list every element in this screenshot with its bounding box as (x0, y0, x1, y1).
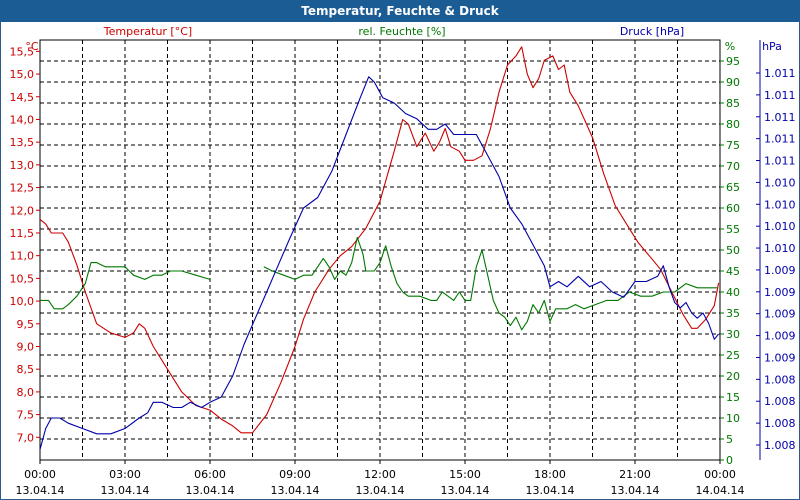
humidity-series-line (40, 262, 211, 310)
humidity-tick-label: 5 (726, 433, 733, 446)
pressure-tick-label: 1.008 (764, 439, 796, 452)
pressure-tick-label: 1.009 (764, 330, 796, 343)
pressure-tick-label: 1.011 (764, 155, 796, 168)
temperature-tick-label: 14,0 (10, 113, 35, 126)
x-tick-date-label: 13.04.14 (611, 484, 660, 497)
temperature-axis-ticks: 7,0 7,5 8,0 8,5 9,0 9,5 10,0 10,5 11,0 11,5 12,0 12… (10, 45, 40, 444)
humidity-tick-label: 60 (726, 202, 740, 215)
temperature-tick-label: 8,5 (17, 363, 35, 376)
temperature-axis-label: Temperatur [°C] (103, 25, 192, 38)
x-tick-date-label: 14.04.14 (696, 484, 745, 497)
humidity-tick-label: 15 (726, 391, 740, 404)
pressure-tick-label: 1.009 (764, 264, 796, 277)
temperature-tick-label: 13,5 (10, 136, 35, 149)
humidity-tick-label: 40 (726, 286, 740, 299)
temperature-tick-label: 15,0 (10, 68, 35, 81)
pressure-axis-ticks: 1.008 1.008 1.008 1.008 1.009 1.009 1.009 1.009… (756, 40, 796, 460)
humidity-unit-label: % (725, 40, 735, 53)
pressure-tick-label: 1.011 (764, 89, 796, 102)
pressure-tick-label: 1.008 (764, 373, 796, 386)
temperature-tick-label: 14,5 (10, 91, 35, 104)
pressure-tick-label: 1.010 (764, 242, 796, 255)
axis-labels: °C Temperatur [°C] rel. Feuchte [%] Druck [… (25, 25, 782, 53)
temperature-tick-label: 11,5 (10, 227, 35, 240)
temperature-tick-label: 13,0 (10, 159, 35, 172)
series-layer (39, 46, 720, 450)
humidity-tick-label: 0 (726, 454, 733, 467)
temperature-series-line (39, 46, 720, 434)
humidity-tick-label: 55 (726, 223, 740, 236)
x-tick-time-label: 21:00 (619, 468, 651, 481)
pressure-tick-label: 1.011 (764, 133, 796, 146)
temperature-tick-label: 12,5 (10, 182, 35, 195)
pressure-tick-label: 1.009 (764, 308, 796, 321)
temperature-tick-label: 11,0 (10, 250, 35, 263)
x-tick-date-label: 13.04.14 (271, 484, 320, 497)
temperature-tick-label: 15,5 (10, 45, 35, 58)
humidity-tick-label: 85 (726, 97, 740, 110)
humidity-series-line (263, 236, 718, 331)
humidity-tick-label: 20 (726, 370, 740, 383)
x-tick-date-label: 13.04.14 (356, 484, 405, 497)
x-tick-date-label: 13.04.14 (101, 484, 150, 497)
humidity-tick-label: 35 (726, 307, 740, 320)
pressure-unit-label: hPa (762, 40, 782, 53)
x-tick-time-label: 00:00 (24, 468, 56, 481)
temperature-tick-label: 7,5 (17, 409, 35, 422)
humidity-tick-label: 75 (726, 139, 740, 152)
x-tick-time-label: 12:00 (364, 468, 396, 481)
pressure-tick-label: 1.010 (764, 220, 796, 233)
temperature-tick-label: 7,0 (17, 431, 35, 444)
pressure-tick-label: 1.011 (764, 67, 796, 80)
temperature-tick-label: 12,0 (10, 204, 35, 217)
humidity-tick-label: 80 (726, 118, 740, 131)
temperature-tick-label: 10,0 (10, 295, 35, 308)
humidity-tick-label: 25 (726, 349, 740, 362)
humidity-tick-label: 10 (726, 412, 740, 425)
humidity-tick-label: 90 (726, 76, 740, 89)
x-tick-time-label: 09:00 (279, 468, 311, 481)
temperature-tick-label: 10,5 (10, 272, 35, 285)
pressure-tick-label: 1.010 (764, 176, 796, 189)
humidity-tick-label: 30 (726, 328, 740, 341)
humidity-axis-ticks: 0 5 10 15 20 25 30 35 40 45 50 55 60 65 70 75 80 85 90 95 (720, 55, 740, 467)
humidity-tick-label: 70 (726, 160, 740, 173)
pressure-tick-label: 1.008 (764, 417, 796, 430)
x-tick-time-label: 15:00 (449, 468, 481, 481)
x-tick-time-label: 03:00 (109, 468, 141, 481)
temperature-tick-label: 8,0 (17, 386, 35, 399)
humidity-tick-label: 50 (726, 244, 740, 257)
x-tick-date-label: 13.04.14 (526, 484, 575, 497)
humidity-axis-label: rel. Feuchte [%] (358, 25, 445, 38)
pressure-tick-label: 1.008 (764, 395, 796, 408)
chart-title: Temperatur, Feuchte & Druck (0, 0, 800, 22)
temperature-tick-label: 9,0 (17, 340, 35, 353)
x-tick-time-label: 18:00 (534, 468, 566, 481)
pressure-tick-label: 1.009 (764, 286, 796, 299)
temperature-unit-label: °C (25, 40, 39, 53)
pressure-axis-label: Druck [hPa] (620, 25, 684, 38)
temperature-tick-label: 9,5 (17, 318, 35, 331)
humidity-tick-label: 45 (726, 265, 740, 278)
x-tick-date-label: 13.04.14 (186, 484, 235, 497)
pressure-series-line (39, 76, 720, 450)
x-tick-time-label: 06:00 (194, 468, 226, 481)
x-tick-date-label: 13.04.14 (441, 484, 490, 497)
humidity-tick-label: 95 (726, 55, 740, 68)
grid-lines (40, 40, 720, 460)
humidity-tick-label: 65 (726, 181, 740, 194)
pressure-tick-label: 1.010 (764, 198, 796, 211)
pressure-tick-label: 1.009 (764, 351, 796, 364)
pressure-tick-label: 1.011 (764, 111, 796, 124)
x-tick-date-label: 13.04.14 (16, 484, 65, 497)
x-axis-ticks: 00:00 13.04.14 03:00 13.04.14 06:00 13.04.14 0… (16, 460, 745, 497)
x-tick-time-label: 00:00 (704, 468, 736, 481)
